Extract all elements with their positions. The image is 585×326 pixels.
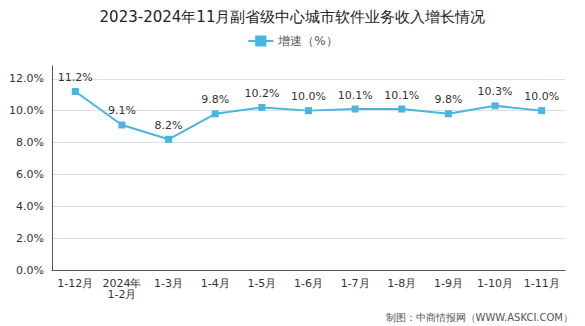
svg-text:10.1%: 10.1%	[338, 89, 373, 102]
svg-text:10.0%: 10.0%	[524, 90, 559, 103]
svg-text:12.0%: 12.0%	[9, 72, 44, 85]
svg-text:1-9月: 1-9月	[434, 277, 463, 290]
svg-text:1-12月: 1-12月	[57, 277, 93, 290]
svg-text:6.0%: 6.0%	[16, 168, 44, 181]
svg-text:1-8月: 1-8月	[387, 277, 416, 290]
svg-text:1-6月: 1-6月	[294, 277, 323, 290]
svg-text:2024年: 2024年	[102, 277, 142, 290]
svg-text:9.8%: 9.8%	[434, 93, 462, 106]
svg-text:4.0%: 4.0%	[16, 200, 44, 213]
svg-text:10.0%: 10.0%	[9, 104, 44, 117]
svg-text:增速（%）: 增速（%）	[277, 34, 337, 48]
svg-text:1-2月: 1-2月	[107, 288, 136, 301]
svg-text:10.0%: 10.0%	[291, 90, 326, 103]
svg-text:8.0%: 8.0%	[16, 136, 44, 149]
svg-text:1-3月: 1-3月	[154, 277, 183, 290]
svg-text:1-4月: 1-4月	[201, 277, 230, 290]
svg-text:1-11月: 1-11月	[524, 277, 560, 290]
svg-text:制图：中商情报网（WWW.ASKCI.COM）: 制图：中商情报网（WWW.ASKCI.COM）	[386, 312, 574, 323]
svg-text:10.1%: 10.1%	[384, 89, 419, 102]
svg-text:2023-2024年11月副省级中心城市软件业务收入增长情况: 2023-2024年11月副省级中心城市软件业务收入增长情况	[100, 8, 486, 26]
svg-text:10.3%: 10.3%	[478, 85, 513, 98]
svg-text:11.2%: 11.2%	[58, 71, 93, 84]
svg-text:8.2%: 8.2%	[155, 119, 183, 132]
svg-text:2.0%: 2.0%	[16, 232, 44, 245]
svg-text:0.0%: 0.0%	[16, 264, 44, 277]
svg-text:10.2%: 10.2%	[244, 87, 279, 100]
svg-text:1-7月: 1-7月	[341, 277, 370, 290]
svg-text:1-5月: 1-5月	[247, 277, 276, 290]
svg-text:1-10月: 1-10月	[477, 277, 513, 290]
svg-text:9.8%: 9.8%	[201, 93, 229, 106]
svg-text:9.1%: 9.1%	[108, 104, 136, 117]
